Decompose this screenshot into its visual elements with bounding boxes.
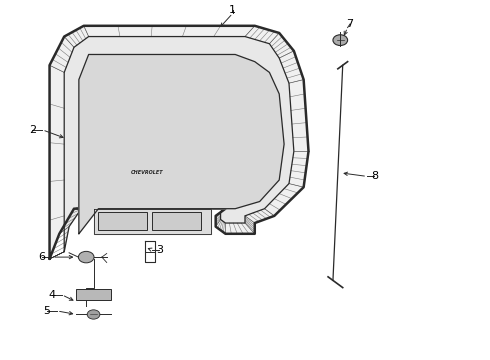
Circle shape (333, 35, 347, 45)
Circle shape (78, 251, 94, 263)
Polygon shape (49, 26, 309, 259)
Text: 1: 1 (229, 5, 236, 15)
Text: 7: 7 (346, 19, 354, 29)
Text: 3: 3 (156, 245, 163, 255)
Text: CHEVROLET: CHEVROLET (131, 170, 164, 175)
Text: 2: 2 (29, 125, 36, 135)
Bar (98, 212, 147, 230)
Bar (152, 212, 201, 230)
Polygon shape (64, 37, 294, 252)
Text: 5: 5 (44, 306, 50, 316)
Bar (76, 289, 111, 300)
Polygon shape (94, 209, 211, 234)
Text: 6: 6 (39, 252, 46, 262)
Circle shape (87, 310, 100, 319)
Text: 8: 8 (371, 171, 378, 181)
Polygon shape (79, 54, 284, 234)
Text: 4: 4 (49, 290, 55, 300)
